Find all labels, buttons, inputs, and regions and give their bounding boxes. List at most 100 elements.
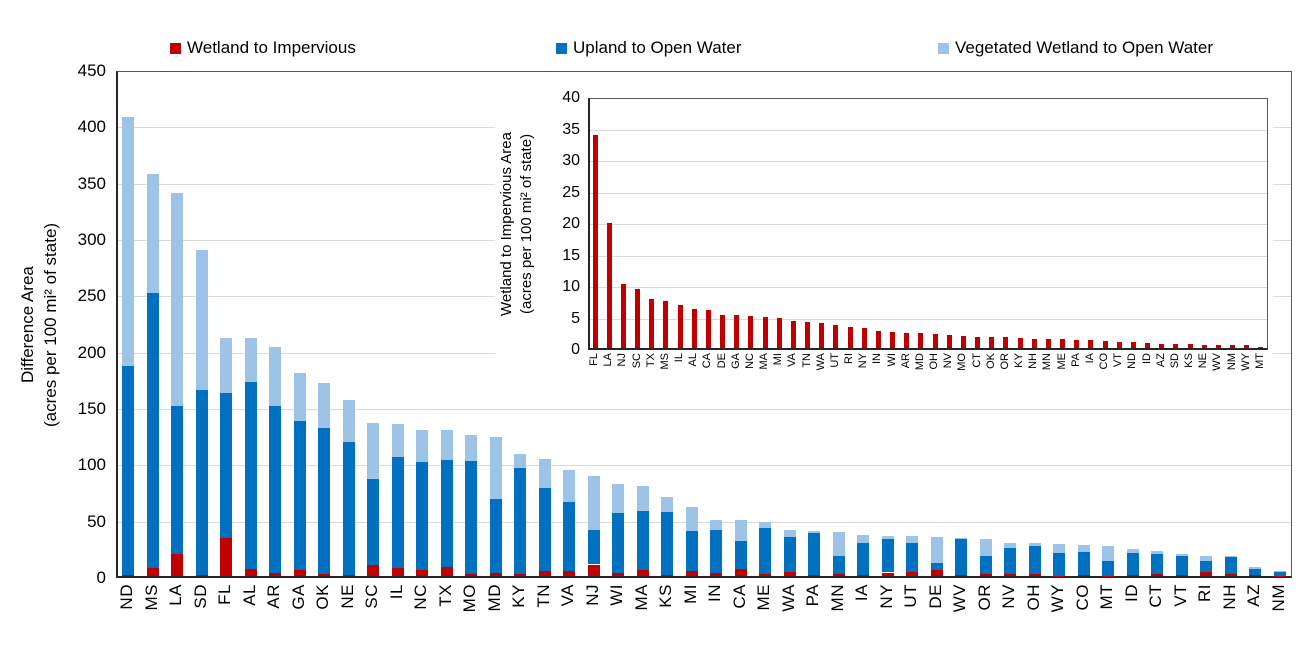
x-tick-label-ny: NY [876,584,896,609]
legend-label: Vegetated Wetland to Open Water [955,38,1213,57]
inset-y-tick-label: 30 [562,152,580,169]
x-tick-label-tx: TX [435,584,455,607]
bar-segment-mo [465,461,478,574]
inset-bar-al [691,308,697,348]
bar-segment-in [710,519,723,530]
gridline [118,521,1291,523]
legend-swatch-red [170,42,181,54]
inset-y-tick-label: 40 [562,89,580,106]
inset-bar-mo [960,336,966,348]
x-tick-label-fl: FL [215,584,235,605]
x-tick-label-wa: WA [778,584,798,612]
inset-bar-la [606,223,612,348]
inset-bar-ar [904,332,910,348]
bar-segment-oh [1028,546,1041,574]
bar-segment-in [710,572,723,576]
y-tick-label: 250 [77,286,106,306]
inset-bar-az [1159,343,1165,348]
inset-bar-ri [847,327,853,348]
bar-segment-al [244,569,257,576]
bar-segment-tx [440,429,453,460]
bar-segment-ia [857,542,870,575]
inset-bar-wy [1244,345,1250,348]
x-tick-label-ma: MA [631,584,651,611]
main-y-axis-title: Difference Area (acres per 100 mi² of st… [16,71,62,578]
x-tick-label-az: AZ [1244,584,1264,607]
bar-segment-md [489,499,502,574]
inset-x-tick-label-wy: WY [1239,353,1252,371]
bar-segment-id [1126,575,1139,576]
bar-segment-al [244,382,257,569]
bar-segment-vt [1175,556,1188,575]
bar-segment-nv [1004,547,1017,574]
bar-segment-ms [146,293,159,568]
inset-x-tick-label-fl: FL [588,353,601,366]
x-tick-label-wv: WV [950,584,970,613]
bar-segment-ky [514,574,527,576]
bar-segment-sc [367,565,380,576]
bar-segment-il [391,423,404,457]
y-tick-label: 150 [77,399,106,418]
y-tick-label: 50 [87,511,106,531]
bar-segment-ct [1151,554,1164,574]
legend-swatch-lightblue [938,42,949,54]
x-tick-label-ky: KY [509,584,529,608]
bar-segment-tn [538,458,551,489]
legend-label: Upland to Open Water [573,38,742,57]
bar-segment-fl [220,393,233,538]
x-tick-label-in: IN [705,584,725,602]
bar-segment-nh [1224,555,1237,557]
inset-x-tick-label-ri: RI [843,353,856,364]
bar-segment-ia [857,535,870,543]
inset-x-tick-label-co: CO [1098,353,1111,370]
inset-x-tick-label-ma: MA [758,353,771,370]
inset-bar-ct [975,336,981,348]
inset-x-tick-label-mi: MI [772,353,785,366]
x-tick-label-wy: WY [1048,584,1068,613]
bar-segment-ct [1151,573,1164,576]
inset-x-tick-label-oh: OH [928,353,941,370]
x-tick-label-sd: SD [190,584,210,609]
inset-x-tick-label-nj: NJ [616,353,629,367]
bar-segment-ks [661,497,674,512]
bar-segment-or [979,539,992,556]
bar-segment-az [1249,568,1262,576]
x-tick-label-ks: KS [656,584,676,608]
inset-bar-nv [946,335,952,348]
legend-item-vegetated-wetland-to-open-water: Vegetated Wetland to Open Water [938,38,1213,58]
inset-x-tick-label-de: DE [715,353,728,369]
bar-segment-de [930,562,943,571]
y-tick-label: 300 [77,230,106,249]
inset-bar-pa [1074,339,1080,348]
inset-bar-ok [989,337,995,348]
bar-segment-nm [1273,571,1286,576]
inset-x-tick-label-wi: WI [885,353,898,367]
bar-segment-nd [122,366,135,575]
inset-bar-nj [620,283,626,348]
bar-segment-nd [122,574,135,576]
bar-segment-ga [293,570,306,576]
x-tick-label-id: ID [1121,584,1141,602]
bar-segment-ny [881,535,894,540]
bar-segment-nh [1224,556,1237,575]
bar-segment-ne [342,575,355,576]
bar-segment-ny [881,572,894,576]
bar-segment-wy [1053,553,1066,576]
bar-segment-al [244,338,257,383]
inset-x-tick-label-or: OR [998,353,1011,370]
x-tick-label-mi: MI [680,584,700,604]
x-tick-label-la: LA [166,584,186,606]
inset-y-tick-label: 10 [562,278,580,295]
inset-x-tick-label-la: LA [602,353,615,367]
inset-y-tick-label: 25 [562,183,580,201]
inset-x-tick-label-mt: MT [1253,353,1266,369]
bar-segment-ms [146,173,159,294]
x-tick-label-va: VA [558,584,578,607]
bar-segment-la [171,553,184,576]
bar-segment-tn [538,571,551,576]
inset-bar-ms [663,301,669,348]
x-tick-label-me: ME [754,584,774,611]
inset-x-tick-label-al: AL [687,353,700,367]
bar-segment-ri [1200,572,1213,576]
